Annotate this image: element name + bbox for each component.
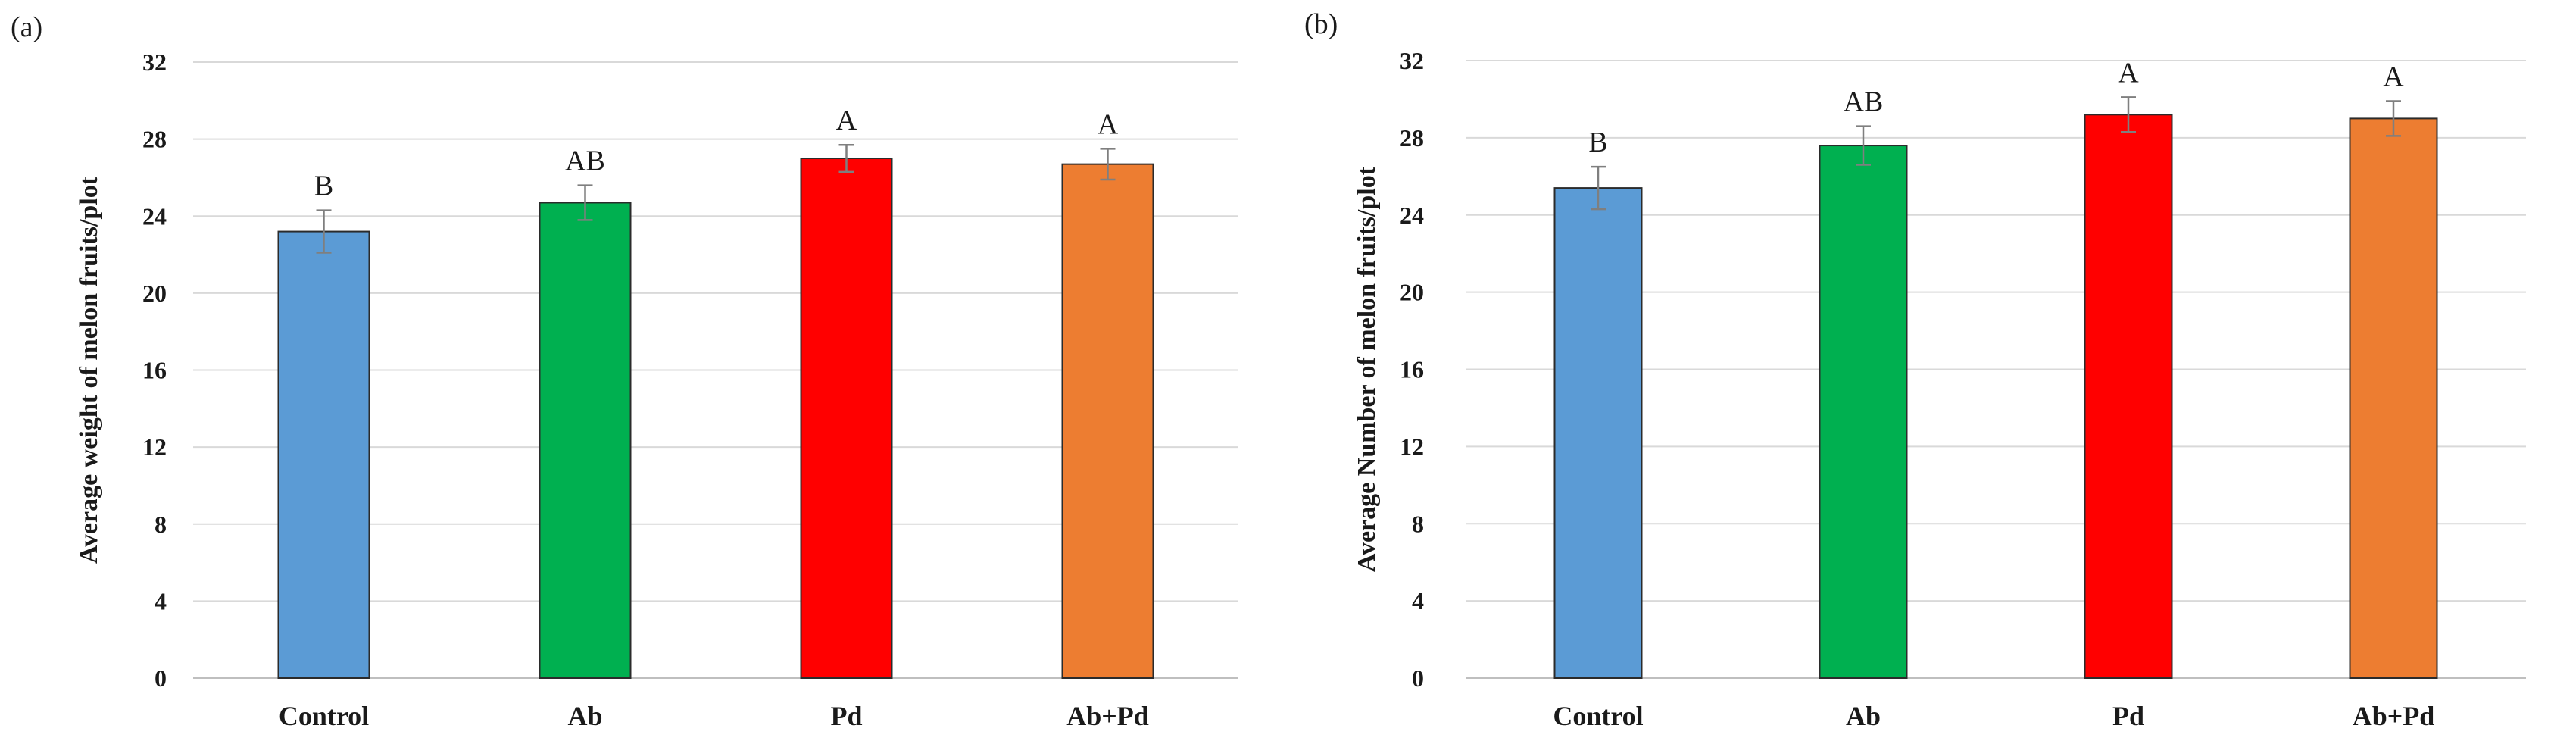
y-axis-label-b: Average Number of melon fruits/plot xyxy=(1353,166,1381,572)
y-tick-label-a-20: 20 xyxy=(142,280,167,307)
y-axis-label-a: Average weight of melon fruits/plot xyxy=(75,176,103,564)
y-tick-label-b-4: 4 xyxy=(1412,587,1424,614)
chart-panel-a: (a) 0 4 8 12 16 20 24 28 32 Average weight of melo… xyxy=(11,11,1238,731)
x-tick-label-a-ab-pd: Ab+Pd xyxy=(1066,701,1149,731)
y-tick-label-b-12: 12 xyxy=(1400,433,1424,460)
panel-label-a: (a) xyxy=(11,11,42,43)
chart-panel-b: (b) 0 4 8 12 16 20 24 28 32 Average Number of melo… xyxy=(1304,8,2526,731)
bar-a-ab xyxy=(539,202,632,679)
y-tick-label-a-0: 0 xyxy=(155,664,167,692)
y-tick-label-b-16: 16 xyxy=(1400,356,1424,383)
significance-label-b-control: B xyxy=(1588,127,1607,158)
x-tick-label-b-control: Control xyxy=(1553,701,1643,731)
y-tick-label-a-12: 12 xyxy=(142,433,167,461)
bar-a-control xyxy=(277,230,370,679)
significance-label-b-ab: AB xyxy=(1844,86,1884,118)
y-tick-label-a-24: 24 xyxy=(142,202,167,230)
bar-b-pd xyxy=(2084,114,2173,679)
x-tick-label-a-control: Control xyxy=(279,701,369,731)
bar-b-ab xyxy=(1819,145,1908,679)
bar-a-ab-pd xyxy=(1061,163,1154,679)
y-tick-label-b-20: 20 xyxy=(1400,279,1424,306)
y-tick-label-a-28: 28 xyxy=(142,126,167,153)
significance-label-a-control: B xyxy=(314,170,333,202)
y-tick-label-b-8: 8 xyxy=(1412,510,1424,537)
x-tick-label-b-pd: Pd xyxy=(2112,701,2144,731)
significance-label-a-ab-pd: A xyxy=(1098,108,1119,140)
x-tick-label-a-ab: Ab xyxy=(567,701,602,731)
significance-label-b-pd: A xyxy=(2118,57,2139,89)
y-tick-label-b-0: 0 xyxy=(1412,664,1424,692)
y-tick-label-a-8: 8 xyxy=(155,511,167,538)
y-tick-label-b-24: 24 xyxy=(1400,202,1424,229)
bar-b-control xyxy=(1553,187,1643,679)
panel-label-b: (b) xyxy=(1304,8,1338,40)
y-tick-label-b-28: 28 xyxy=(1400,124,1424,152)
x-tick-label-a-pd: Pd xyxy=(830,701,862,731)
y-tick-label-a-4: 4 xyxy=(155,587,167,614)
y-tick-label-b-32: 32 xyxy=(1400,47,1424,74)
y-tick-label-a-16: 16 xyxy=(142,357,167,384)
x-tick-label-b-ab-pd: Ab+Pd xyxy=(2353,701,2435,731)
significance-label-a-ab: AB xyxy=(565,145,605,177)
x-tick-label-b-ab: Ab xyxy=(1846,701,1881,731)
significance-label-a-pd: A xyxy=(836,105,857,136)
y-tick-label-a-32: 32 xyxy=(142,48,167,76)
bar-b-ab-pd xyxy=(2349,117,2438,679)
significance-label-b-ab-pd: A xyxy=(2383,61,2404,92)
bar-a-pd xyxy=(800,158,893,679)
